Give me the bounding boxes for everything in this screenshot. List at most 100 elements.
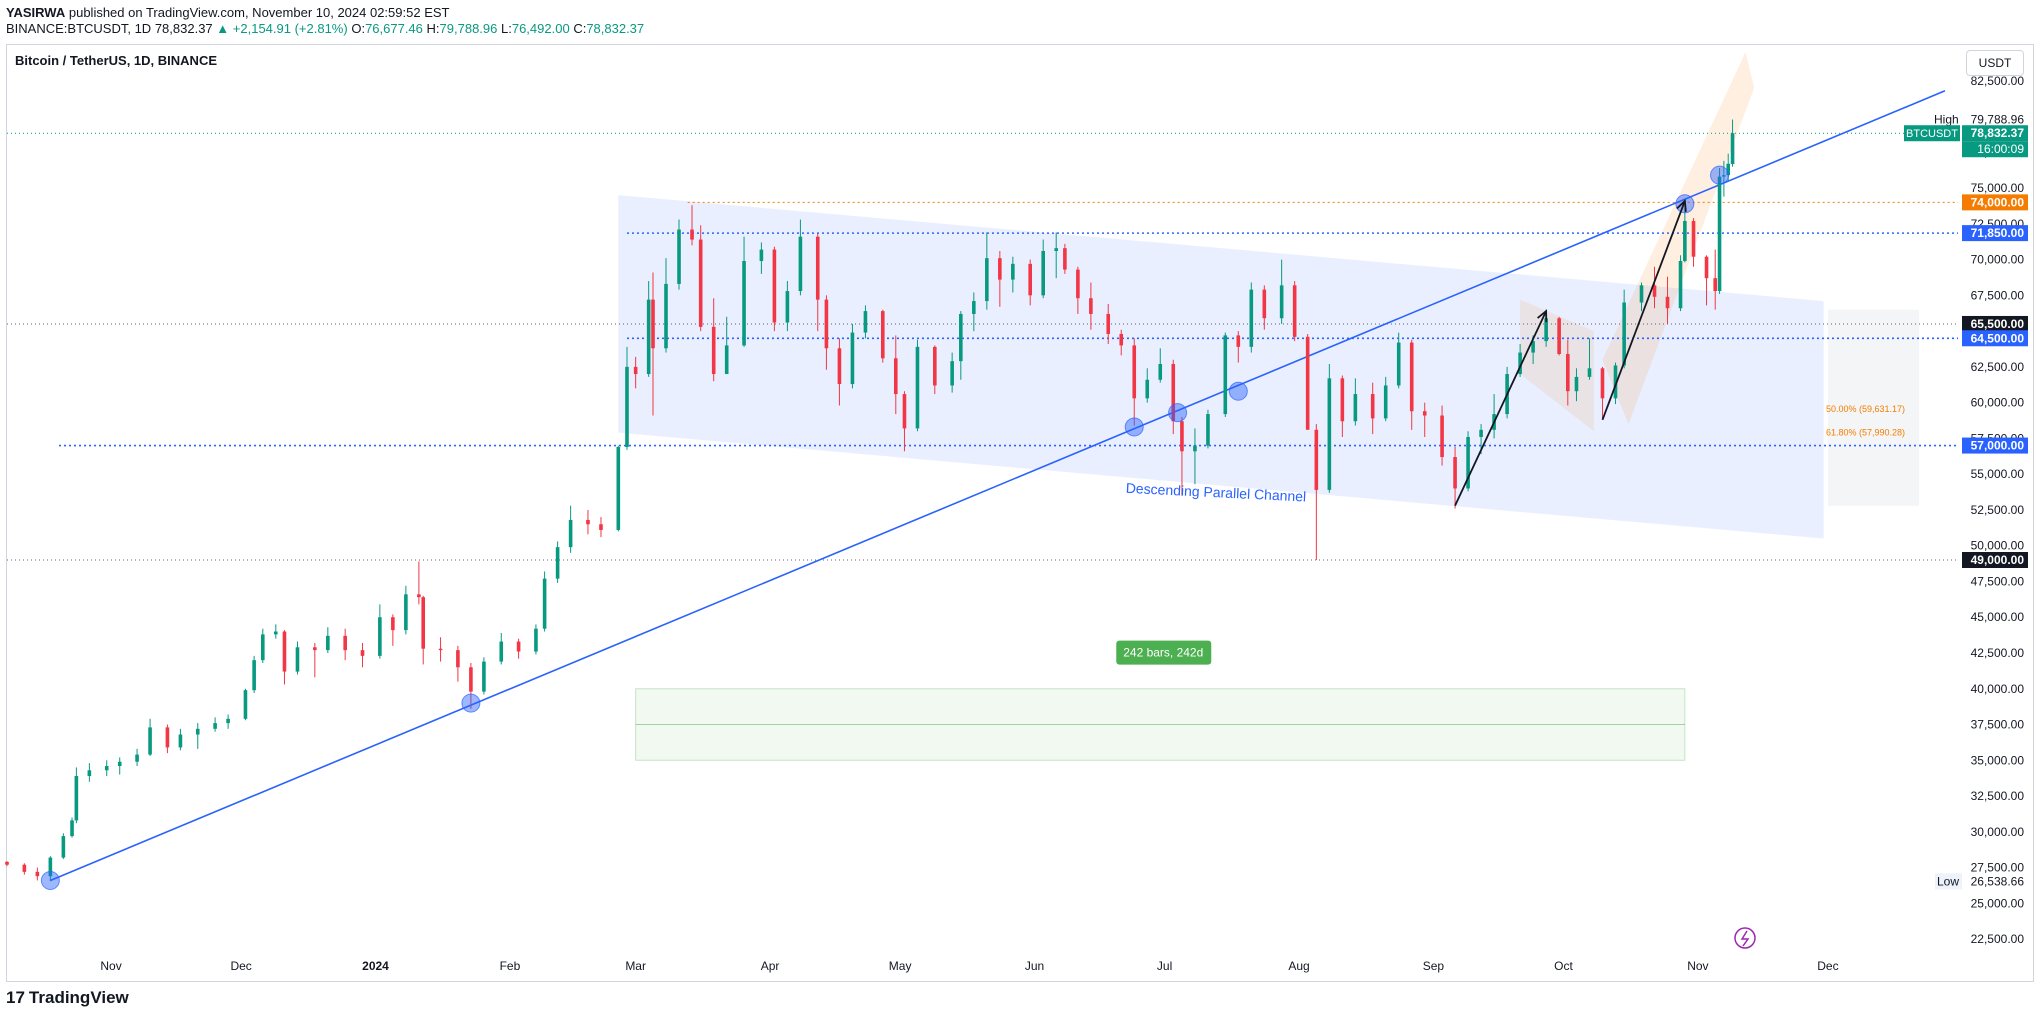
candle-body bbox=[646, 299, 651, 375]
candle-17 bbox=[243, 688, 248, 721]
y-tick-label: 82,500.00 bbox=[1971, 74, 2025, 88]
x-tick-label: Feb bbox=[500, 959, 521, 973]
candle-body bbox=[1678, 261, 1683, 309]
chart-frame bbox=[6, 44, 2034, 982]
candle-20 bbox=[274, 624, 278, 639]
candle-body bbox=[404, 594, 408, 631]
candle-body bbox=[326, 635, 330, 651]
candle-body bbox=[1171, 364, 1176, 422]
candle-35 bbox=[482, 657, 486, 695]
candle-body bbox=[568, 519, 573, 548]
candle-78 bbox=[1054, 232, 1059, 279]
candle-130 bbox=[1713, 249, 1718, 310]
candle-body bbox=[998, 258, 1002, 280]
candle-108 bbox=[1453, 446, 1457, 509]
lightning-icon-ring bbox=[1734, 927, 1756, 949]
candle-body bbox=[48, 857, 53, 877]
candle-47 bbox=[646, 281, 651, 377]
candle-body bbox=[933, 346, 937, 386]
candle-body bbox=[711, 326, 716, 375]
candle-body bbox=[1691, 220, 1696, 257]
x-tick-label: 2024 bbox=[362, 959, 389, 973]
candle-116 bbox=[1557, 316, 1561, 356]
candle-body bbox=[499, 641, 504, 662]
publisher-name[interactable]: YASIRWA bbox=[6, 5, 66, 20]
candle-body bbox=[295, 647, 300, 672]
candle-52 bbox=[698, 225, 703, 332]
price-label-text: 79,788.96 bbox=[1971, 113, 2025, 127]
candle-31 bbox=[421, 595, 426, 665]
candle-body bbox=[421, 597, 426, 649]
candle-68 bbox=[915, 339, 920, 432]
candle-body bbox=[1466, 436, 1470, 489]
candle-34 bbox=[469, 663, 473, 709]
arrow-shaft bbox=[1601, 200, 1686, 421]
candle-124 bbox=[1652, 266, 1657, 309]
candle-43 bbox=[599, 517, 603, 538]
candle-body bbox=[677, 229, 681, 284]
y-tick-label: 25,000.00 bbox=[1971, 896, 2025, 910]
trend-touch-point-0 bbox=[40, 870, 60, 890]
candle-body bbox=[1704, 256, 1709, 279]
price-label-text: 74,000.00 bbox=[1971, 195, 2025, 209]
candle-24 bbox=[326, 627, 330, 653]
candle-45 bbox=[625, 346, 629, 450]
candle-body bbox=[1041, 251, 1045, 296]
publisher-line: YASIRWA published on TradingView.com, No… bbox=[6, 5, 449, 20]
candle-body bbox=[1440, 415, 1444, 458]
y-tick-label: 62,500.00 bbox=[1971, 360, 2025, 374]
candle-82 bbox=[1106, 303, 1111, 344]
candle-body bbox=[1396, 342, 1401, 386]
candle-79 bbox=[1063, 243, 1067, 274]
arrow-shaft bbox=[1454, 310, 1547, 507]
price-label-black: 65,500.00 bbox=[1962, 315, 2028, 332]
candle-body bbox=[1106, 313, 1111, 334]
candle-body bbox=[1119, 333, 1124, 346]
candle-body bbox=[1652, 285, 1657, 297]
candle-body bbox=[1713, 278, 1718, 292]
candle-88 bbox=[1180, 416, 1184, 496]
candle-37 bbox=[516, 638, 521, 659]
candle-body bbox=[1011, 263, 1015, 280]
candle-86 bbox=[1158, 348, 1163, 383]
candle-76 bbox=[1028, 259, 1032, 306]
candle-body bbox=[226, 718, 230, 724]
candle-body bbox=[1076, 269, 1080, 299]
impulse-arrow-0 bbox=[1454, 309, 1548, 507]
open-label: O: bbox=[351, 21, 366, 36]
candle-body bbox=[213, 723, 217, 729]
candle-30 bbox=[417, 561, 421, 605]
candle-64 bbox=[863, 305, 868, 339]
candle-body bbox=[1249, 289, 1254, 347]
candle-body bbox=[74, 776, 79, 821]
candle-body bbox=[863, 311, 868, 333]
candle-41 bbox=[568, 505, 573, 553]
candle-129 bbox=[1704, 255, 1709, 306]
candle-body bbox=[664, 283, 668, 349]
price-label-text: 64,500.00 bbox=[1971, 331, 2025, 345]
currency-button[interactable]: USDT bbox=[1966, 50, 2024, 76]
candle-body bbox=[282, 631, 287, 672]
candle-67 bbox=[902, 391, 907, 452]
candle-body bbox=[1353, 394, 1358, 422]
x-tick-label: May bbox=[889, 959, 912, 973]
candle-106 bbox=[1422, 402, 1427, 437]
candle-14 bbox=[195, 723, 200, 749]
x-tick-label: Mar bbox=[625, 959, 646, 973]
candle-body bbox=[625, 366, 629, 447]
open-value: 76,677.46 bbox=[365, 21, 423, 36]
x-tick-label: Nov bbox=[100, 959, 121, 973]
published-text: published on TradingView.com, November 1… bbox=[65, 5, 450, 20]
candle-body bbox=[70, 820, 74, 837]
candle-body bbox=[1665, 296, 1670, 309]
candle-body bbox=[972, 301, 976, 314]
price-label-bg bbox=[1962, 225, 2028, 242]
candle-118 bbox=[1574, 368, 1579, 402]
candle-104 bbox=[1396, 332, 1401, 389]
price-label-text: 49,000.00 bbox=[1971, 553, 2025, 567]
candle-19 bbox=[260, 628, 265, 664]
tradingview-footer-logo[interactable]: 17 TradingView bbox=[6, 988, 129, 1008]
candle-body bbox=[837, 348, 842, 385]
candle-131 bbox=[1717, 168, 1722, 294]
